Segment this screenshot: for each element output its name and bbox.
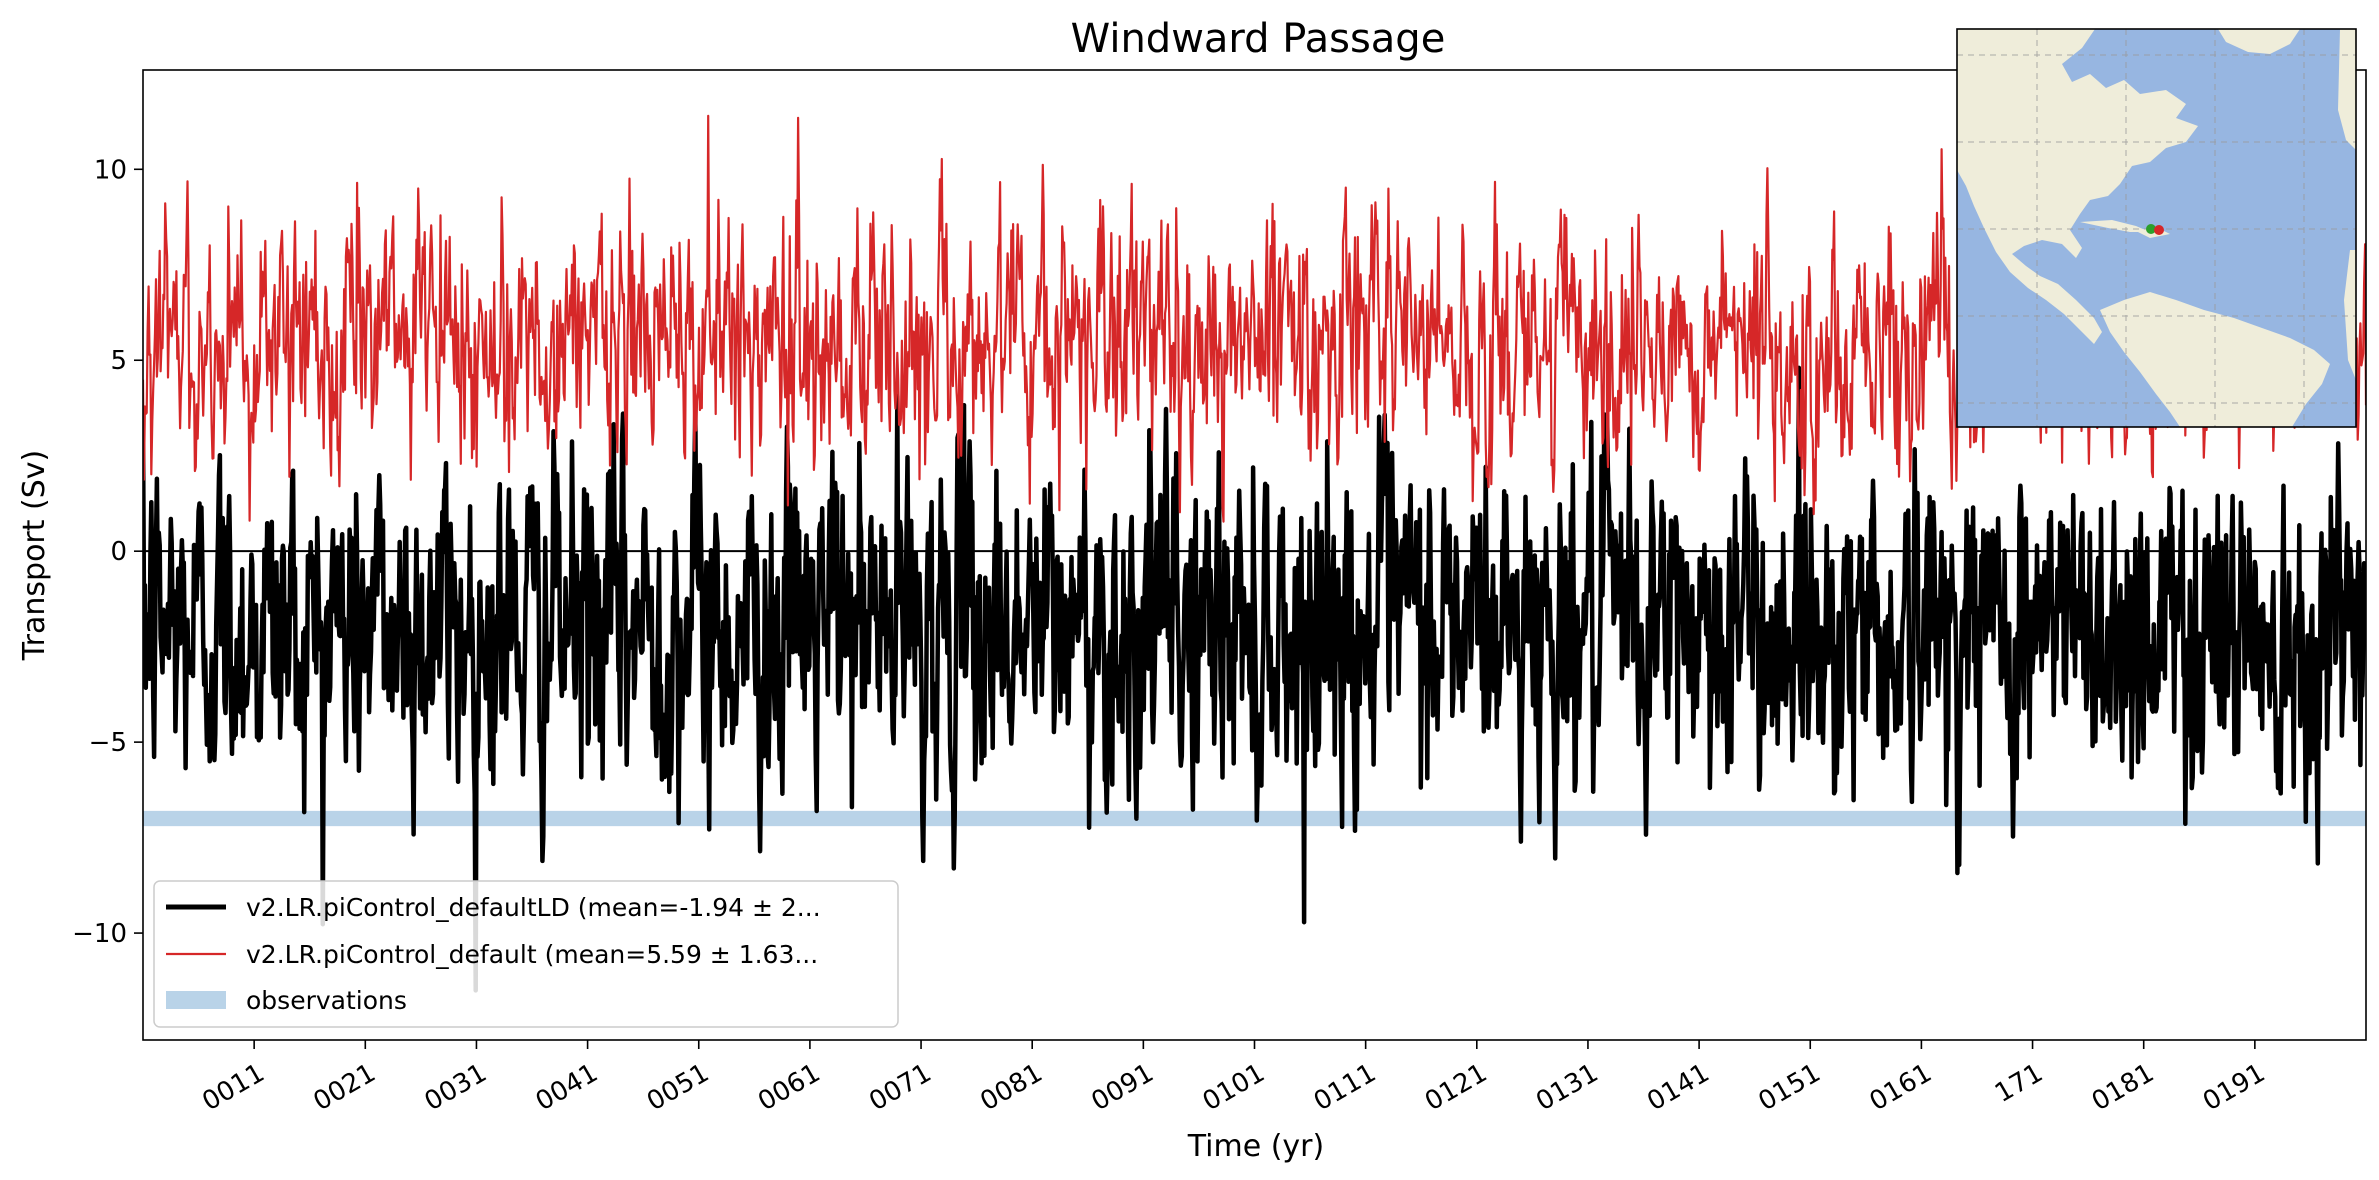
y-tick-label: −5 [89,728,127,758]
y-tick-label: 0 [110,537,127,567]
x-tick-label: 0061 [753,1058,825,1117]
legend-label-piControl-default: v2.LR.piControl_default (mean=5.59 ± 1.6… [246,940,818,969]
x-tick-label: 0131 [1531,1058,1603,1117]
map-marker-red [2154,225,2164,235]
y-tick-label: 10 [94,155,127,185]
x-tick-label: 0101 [1198,1058,1270,1117]
y-axis: −10 −5 0 5 10 [72,155,143,949]
x-tick-label: 0011 [197,1058,269,1117]
y-axis-label: Transport (Sv) [17,450,52,662]
y-tick-label: −10 [72,919,127,949]
map-land-africa [2338,29,2356,380]
inset-map [1956,28,2357,428]
x-axis: 0011 0021 0031 0041 0051 0061 0071 0081 0091 0101… [197,1040,2270,1117]
chart-title: Windward Passage [1071,16,1446,62]
x-tick-label: 0111 [1309,1058,1381,1117]
x-tick-label: 0141 [1642,1058,1714,1117]
legend: v2.LR.piControl_defaultLD (mean=-1.94 ± … [153,880,899,1028]
legend-swatch-observations [166,991,226,1009]
x-tick-label: 0081 [975,1058,1047,1117]
x-tick-label: 0181 [2087,1058,2159,1117]
x-tick-label: 0031 [420,1058,492,1117]
x-tick-label: 171 [1990,1058,2048,1109]
x-tick-label: 0191 [2198,1058,2270,1117]
inset-map-frame [1956,28,2357,428]
legend-label-piControl-defaultLD: v2.LR.piControl_defaultLD (mean=-1.94 ± … [246,893,821,922]
observations-band [143,810,2366,827]
x-tick-label: 0021 [308,1058,380,1117]
legend-box [153,880,899,1028]
x-tick-label: 0151 [1753,1058,1825,1117]
x-tick-label: 0071 [864,1058,936,1117]
map-marker-green [2146,224,2156,234]
y-tick-label: 5 [110,346,127,376]
x-tick-label: 0161 [1865,1058,1937,1117]
x-tick-label: 0091 [1087,1058,1159,1117]
series-line-piControl-defaultLD [143,365,2366,993]
map-land-north-america [1957,29,2198,344]
legend-label-observations: observations [246,986,407,1015]
map-land-greenland [2218,29,2300,54]
x-tick-label: 0121 [1420,1058,1492,1117]
x-tick-label: 0041 [531,1058,603,1117]
x-tick-label: 0051 [642,1058,714,1117]
x-axis-label: Time (yr) [1187,1129,1324,1164]
